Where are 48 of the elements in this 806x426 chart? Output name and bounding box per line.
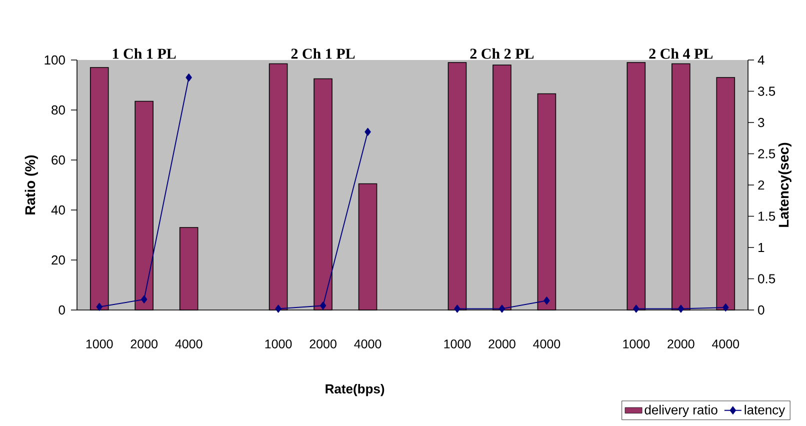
point — [364, 128, 371, 136]
x-tick-label: 1000 — [265, 340, 292, 348]
legend-label: delivery ratio — [644, 404, 718, 418]
x-axis-title: Rate(bps) — [326, 384, 384, 396]
point — [498, 304, 506, 313]
text: 1 Ch 1 PL — [113, 48, 176, 59]
point — [275, 304, 282, 313]
y2-tick-label: 0.5 — [758, 274, 776, 284]
y2-tick-label: 3.5 — [758, 86, 776, 96]
point — [722, 304, 729, 312]
x-tick-label: 2000 — [310, 340, 336, 348]
y2-tick-label: 0 — [758, 305, 764, 315]
x-tick-label: 2000 — [668, 340, 694, 348]
y-tick-label: 40 — [51, 205, 65, 215]
y2-tick-label: 2 — [758, 180, 764, 190]
point — [454, 304, 460, 313]
x-tick-label: 1000 — [623, 340, 650, 348]
x-tick-label: 4000 — [712, 340, 740, 348]
point — [96, 302, 102, 311]
x-tick-label: 2000 — [130, 340, 158, 348]
y-tick-label: 80 — [52, 105, 65, 115]
y-axis-title: Ratio (%) — [24, 155, 38, 214]
x-tick-label: 1000 — [444, 340, 471, 348]
x-tick-label: 4000 — [175, 340, 202, 348]
point — [186, 74, 192, 82]
y2-tick-label: 2.5 — [758, 149, 776, 158]
y2-tick-label: 3 — [758, 118, 764, 128]
point — [320, 302, 326, 310]
text: 2 Ch 4 PL — [649, 48, 713, 59]
text: 2 Ch 1 PL — [291, 48, 355, 59]
x-tick-label: 2000 — [488, 340, 516, 348]
y2-tick-label: 4 — [758, 56, 764, 64]
x-tick-label: 4000 — [533, 340, 560, 348]
point — [678, 304, 684, 313]
y2-tick-label: 1 — [758, 243, 764, 252]
y-tick-label: 0 — [58, 305, 65, 315]
y2-tick-label: 1.5 — [758, 212, 776, 221]
y-tick-label: 100 — [44, 55, 65, 65]
point — [633, 304, 640, 313]
y-tick-label: 60 — [52, 155, 65, 165]
y2-axis-title: Latency(sec) — [778, 142, 792, 227]
legend-label: latency — [744, 404, 786, 418]
text: 2 Ch 2 PL — [470, 48, 534, 59]
x-tick-label: 4000 — [354, 340, 382, 348]
x-tick-label: 1000 — [86, 340, 113, 348]
point — [544, 296, 550, 305]
point — [140, 295, 148, 304]
y-tick-label: 20 — [52, 255, 65, 265]
